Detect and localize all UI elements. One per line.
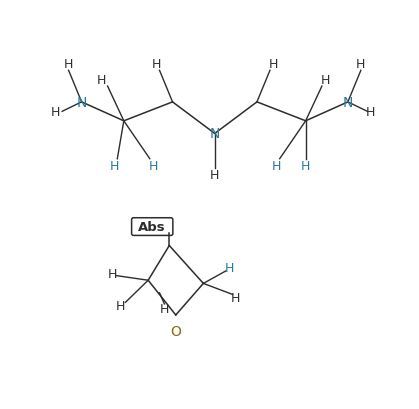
Text: H: H — [231, 291, 241, 304]
Text: H: H — [64, 58, 73, 71]
Text: H: H — [108, 268, 117, 281]
Text: H: H — [116, 299, 125, 312]
Text: H: H — [225, 261, 234, 274]
Text: O: O — [171, 324, 181, 338]
Text: H: H — [96, 74, 106, 87]
Text: H: H — [210, 169, 220, 182]
Text: N: N — [343, 96, 353, 110]
Text: H: H — [366, 106, 375, 119]
Text: H: H — [272, 159, 281, 172]
Text: N: N — [76, 96, 87, 110]
Text: H: H — [109, 159, 119, 172]
Text: H: H — [148, 159, 158, 172]
Text: H: H — [321, 74, 330, 87]
Text: H: H — [152, 58, 161, 71]
Text: H: H — [301, 159, 310, 172]
Text: H: H — [269, 58, 278, 71]
Text: H: H — [160, 302, 169, 315]
Text: H: H — [51, 106, 60, 119]
FancyBboxPatch shape — [132, 218, 173, 236]
Text: N: N — [210, 127, 220, 141]
Text: H: H — [356, 58, 365, 71]
Text: Abs: Abs — [137, 220, 165, 234]
